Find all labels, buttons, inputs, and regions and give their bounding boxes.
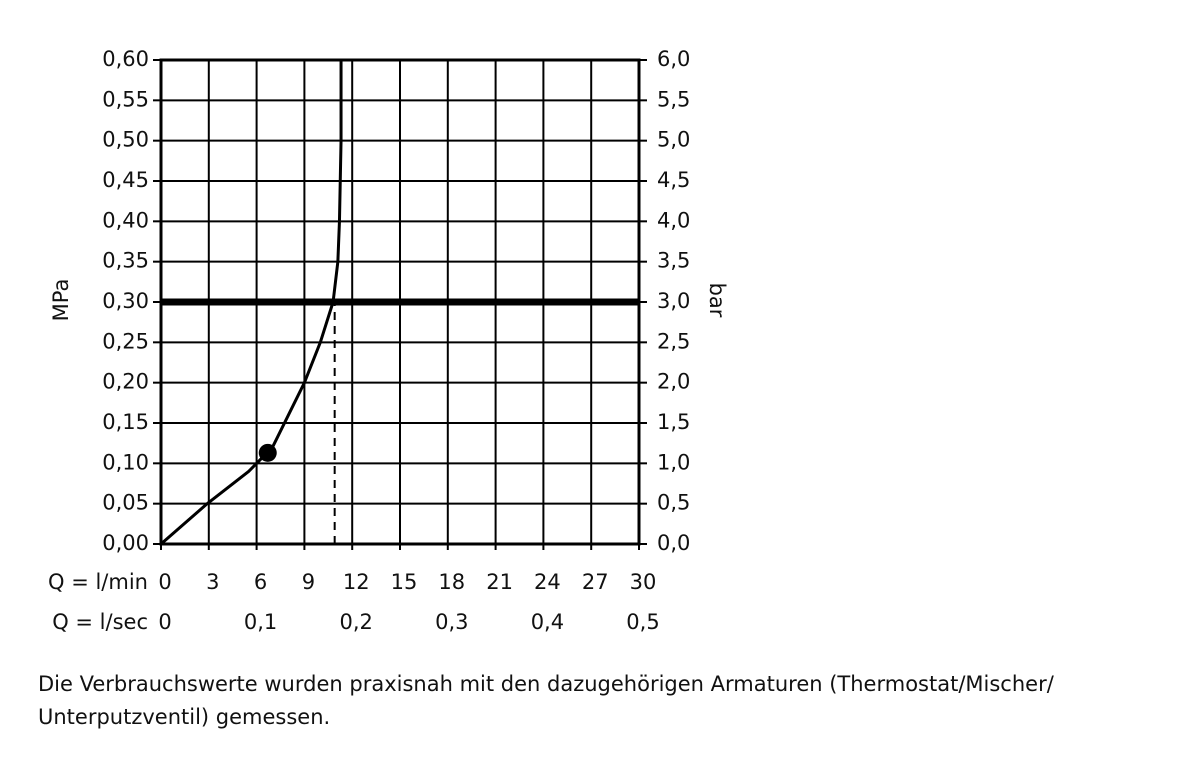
x-tick-label: 27: [582, 570, 609, 594]
y-axis-label: MPa: [49, 279, 73, 322]
x2-tick-label: 0: [158, 610, 171, 634]
y-tick-label: 0,50: [102, 128, 149, 152]
y2-tick-label: 6,0: [657, 47, 690, 71]
x2-tick-label: 0,3: [435, 610, 468, 634]
x-tick-label: 12: [343, 570, 370, 594]
x-tick-label: 24: [534, 570, 561, 594]
x-axis-label: Q = l/min: [48, 570, 148, 594]
x-tick-label: 0: [158, 570, 171, 594]
x2-tick-label: 0,2: [339, 610, 372, 634]
y-tick-label: 0,25: [102, 329, 149, 353]
note-line: Unterputzventil) gemessen.: [38, 705, 330, 729]
y-tick-label: 0,00: [102, 531, 149, 555]
y2-tick-label: 0,0: [657, 531, 690, 555]
x2-tick-label: 0,1: [244, 610, 277, 634]
y2-tick-label: 4,5: [657, 168, 690, 192]
y2-axis-label: bar: [705, 283, 729, 318]
y-tick-label: 0,10: [102, 450, 149, 474]
y-tick-label: 0,60: [102, 47, 149, 71]
y-tick-label: 0,35: [102, 249, 149, 273]
y2-tick-label: 4,0: [657, 208, 690, 232]
y-tick-label: 0,05: [102, 491, 149, 515]
x-tick-label: 6: [254, 570, 267, 594]
x-tick-label: 3: [206, 570, 219, 594]
x2-tick-label: 0,4: [531, 610, 564, 634]
y2-tick-label: 1,5: [657, 410, 690, 434]
y-tick-label: 0,40: [102, 208, 149, 232]
y2-tick-label: 2,0: [657, 370, 690, 394]
y-tick-label: 0,20: [102, 370, 149, 394]
x-tick-label: 21: [486, 570, 513, 594]
x-tick-label: 30: [630, 570, 657, 594]
x-tick-label: 15: [391, 570, 418, 594]
y-tick-label: 0,30: [102, 289, 149, 313]
y2-tick-label: 3,5: [657, 249, 690, 273]
x-tick-label: 18: [438, 570, 465, 594]
y2-tick-label: 3,0: [657, 289, 690, 313]
note-line: Die Verbrauchswerte wurden praxisnah mit…: [38, 672, 1055, 696]
y-tick-label: 0,55: [102, 87, 149, 111]
x2-axis-label: Q = l/sec: [52, 610, 148, 634]
y2-tick-label: 5,0: [657, 128, 690, 152]
x-tick-label: 9: [302, 570, 315, 594]
curve: [160, 60, 343, 546]
y2-tick-label: 0,5: [657, 491, 690, 515]
x2-tick-label: 0,5: [626, 610, 659, 634]
y-tick-label: 0,15: [102, 410, 149, 434]
marker-point: [258, 443, 277, 462]
y-tick-label: 0,45: [102, 168, 149, 192]
y2-tick-label: 1,0: [657, 450, 690, 474]
y2-tick-label: 2,5: [657, 329, 690, 353]
y2-tick-label: 5,5: [657, 87, 690, 111]
